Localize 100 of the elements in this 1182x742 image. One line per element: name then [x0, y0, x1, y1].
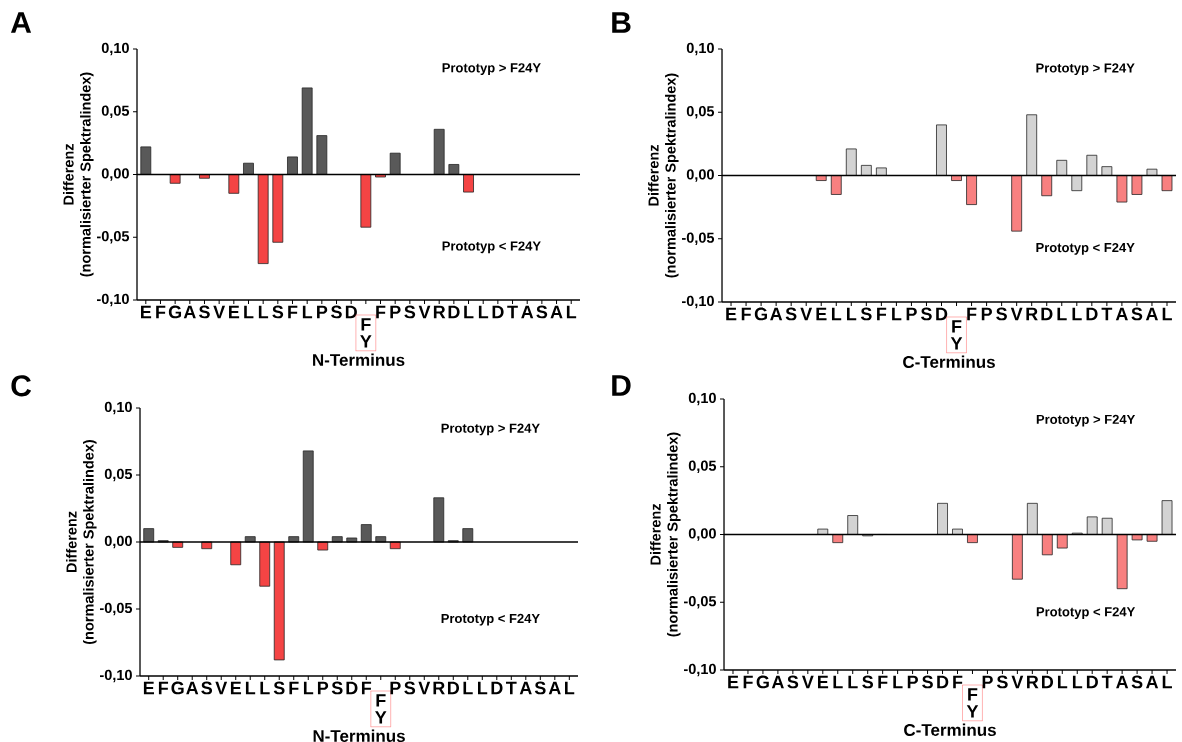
bar: [1116, 534, 1128, 590]
y-tick-label: 0,00: [104, 535, 132, 549]
y-axis-title: Differenz (normalisierter Spektralindex): [66, 440, 97, 645]
x-tick-label: S: [787, 675, 799, 689]
x-tick-label: L: [566, 305, 577, 319]
x-tick-label: S: [534, 681, 546, 695]
x-tick-label: L: [1072, 307, 1082, 321]
y-tick-label: 0,10: [688, 392, 716, 406]
x-tick-label: S: [331, 681, 343, 695]
y-axis-title: Differenz (normalisierter Spektralindex): [63, 72, 94, 277]
x-tick-label: S: [272, 305, 284, 319]
x-axis-title: C-Terminus: [904, 723, 996, 737]
x-tick-label: L: [303, 681, 314, 695]
y-tick-label: -0,10: [99, 669, 132, 683]
x-tick-label: S: [860, 307, 872, 321]
bar: [1116, 175, 1128, 203]
x-tick-label: G: [754, 307, 767, 321]
bar: [1131, 175, 1143, 195]
bar: [273, 541, 285, 661]
x-tick-label: R: [1026, 307, 1038, 321]
x-tick-label: F: [156, 305, 166, 319]
x-axis-title: N-Terminus: [313, 353, 405, 367]
bar: [1101, 517, 1113, 535]
bar: [389, 152, 401, 175]
y-axis-title: Differenz (normalisierter Spektralindex): [648, 73, 679, 278]
x-tick-label: P: [317, 681, 329, 695]
y-tick-label: -0,05: [99, 602, 133, 616]
x-tick-label: F: [743, 675, 753, 689]
bar: [937, 502, 948, 535]
bar: [302, 450, 314, 543]
x-tick-label: S: [1131, 675, 1143, 689]
x-tick-label: P: [390, 305, 401, 319]
bar: [845, 148, 857, 176]
x-tick-label: S: [404, 305, 416, 319]
bar: [433, 128, 445, 175]
bar: [1056, 534, 1068, 549]
annotation: Prototyp > F24Y: [441, 423, 540, 436]
x-tick-label: S: [1131, 307, 1143, 321]
x-tick-label: P: [317, 305, 328, 319]
x-tick-label: L: [893, 675, 903, 689]
x-tick-label: A: [1116, 675, 1129, 689]
x-tick-label: E: [816, 307, 827, 321]
x-tick-label: A: [770, 307, 783, 321]
x-tick-label: L: [1162, 675, 1172, 689]
x-tick-label: P: [390, 681, 401, 695]
y-tick-label: 0,05: [104, 468, 133, 482]
x-tick-label: F Y: [950, 320, 963, 350]
x-tick-label: D: [492, 305, 504, 319]
x-tick-label: F: [953, 675, 963, 689]
x-tick-label: S: [862, 675, 873, 689]
x-tick-label: D: [937, 675, 949, 689]
bar: [257, 174, 269, 264]
x-tick-label: F Y: [966, 688, 979, 718]
x-tick-label: T: [1101, 307, 1113, 321]
x-tick-label: P: [982, 675, 993, 689]
x-tick-label: L: [1162, 307, 1172, 321]
y-tick-label: 0,00: [688, 528, 716, 541]
bar: [272, 174, 284, 243]
chart-title: C: [11, 375, 32, 397]
bar: [860, 164, 872, 176]
x-tick-label: S: [996, 675, 1008, 689]
y-tick-label: -0,10: [681, 295, 714, 309]
x-tick-label: A: [1115, 307, 1128, 321]
x-tick-label: T: [506, 681, 517, 695]
y-tick-label: 0,00: [686, 169, 714, 182]
bar: [230, 541, 242, 566]
x-tick-label: E: [143, 681, 155, 695]
x-tick-label: A: [548, 681, 561, 695]
bar: [301, 87, 313, 175]
x-tick-label: G: [756, 675, 769, 689]
x-axis-title: N-Terminus: [313, 729, 405, 742]
x-axis-title: C-Terminus: [903, 355, 995, 368]
x-tick-label: A: [550, 305, 563, 319]
x-tick-label: S: [273, 681, 285, 695]
x-tick-label: E: [229, 305, 240, 319]
bar: [1041, 175, 1053, 197]
x-tick-label: V: [1010, 307, 1023, 321]
bar: [143, 528, 155, 543]
bar: [462, 528, 474, 543]
x-tick-label: F: [877, 307, 887, 321]
x-tick-label: S: [996, 307, 1007, 321]
annotation: Prototyp < F24Y: [442, 241, 541, 254]
bar: [1026, 114, 1038, 176]
y-tick-label: 0,05: [101, 105, 130, 118]
x-tick-label: A: [1146, 675, 1159, 689]
x-tick-label: F: [741, 307, 751, 321]
x-tick-label: L: [1057, 675, 1068, 689]
bar: [1161, 500, 1173, 535]
x-tick-label: V: [801, 675, 814, 689]
x-tick-label: F Y: [375, 694, 387, 724]
y-tick-label: -0,05: [96, 231, 130, 244]
y-tick-label: -0,05: [683, 596, 717, 609]
x-tick-label: S: [201, 681, 213, 695]
x-tick-label: P: [981, 307, 992, 321]
y-tick-label: 0,05: [686, 106, 715, 119]
x-tick-label: L: [1057, 307, 1067, 321]
bar: [140, 146, 152, 175]
x-tick-label: F: [289, 681, 299, 695]
x-tick-label: R: [433, 305, 446, 319]
x-tick-label: S: [404, 681, 416, 695]
